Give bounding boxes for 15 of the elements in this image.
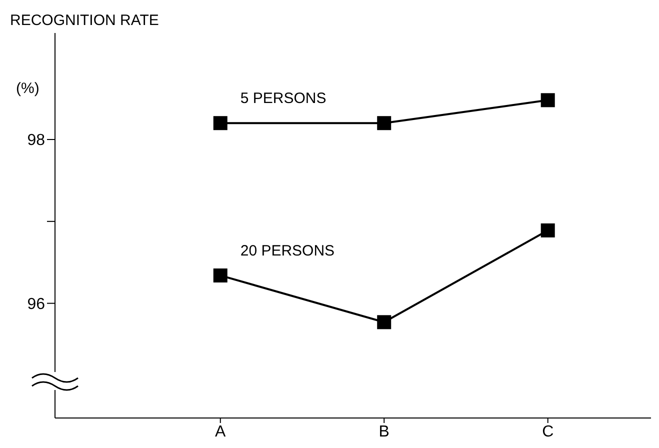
- point: [377, 315, 392, 330]
- series-label: 5 PERSONS: [240, 90, 326, 108]
- x-tick-label: C: [542, 423, 554, 440]
- point: [540, 223, 555, 238]
- y-tick-label: 98: [27, 132, 46, 150]
- point: [213, 116, 228, 130]
- x-tick-label: B: [378, 423, 390, 440]
- point: [540, 93, 555, 108]
- x-tick-label: A: [215, 423, 226, 440]
- y-tick-label: 96: [27, 296, 46, 313]
- point: [213, 268, 228, 282]
- y-axis-title: RECOGNITION RATE: [10, 12, 159, 29]
- series-label: 20 PERSONS: [240, 242, 335, 260]
- point: [377, 116, 392, 130]
- text: (%): [16, 80, 40, 97]
